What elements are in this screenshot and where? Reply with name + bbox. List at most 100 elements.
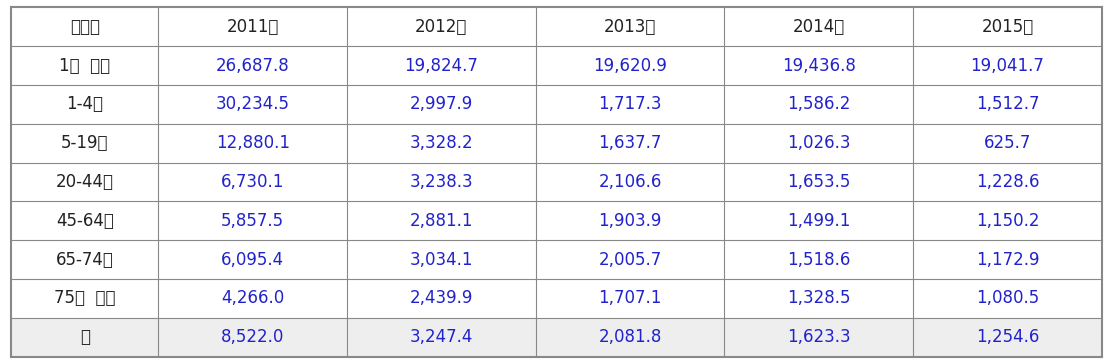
Text: 1세  미만: 1세 미만 xyxy=(59,56,110,75)
Bar xyxy=(535,201,725,240)
Bar xyxy=(347,163,535,201)
Text: 65-74세: 65-74세 xyxy=(56,251,114,269)
Text: 19,824.7: 19,824.7 xyxy=(404,56,479,75)
Text: 2,881.1: 2,881.1 xyxy=(410,212,473,230)
Bar xyxy=(725,124,913,163)
Bar xyxy=(725,163,913,201)
Text: 1,254.6: 1,254.6 xyxy=(976,328,1040,346)
Bar xyxy=(11,163,158,201)
Text: 12,880.1: 12,880.1 xyxy=(216,134,289,152)
Text: 5-19세: 5-19세 xyxy=(61,134,108,152)
Text: 1,328.5: 1,328.5 xyxy=(787,289,850,308)
Bar xyxy=(913,318,1102,357)
Text: 1-4세: 1-4세 xyxy=(67,95,104,113)
Text: 3,034.1: 3,034.1 xyxy=(410,251,473,269)
Bar xyxy=(11,7,158,46)
Bar xyxy=(913,201,1102,240)
Bar xyxy=(158,7,347,46)
Bar xyxy=(535,163,725,201)
Bar xyxy=(913,124,1102,163)
Text: 30,234.5: 30,234.5 xyxy=(216,95,289,113)
Text: 45-64세: 45-64세 xyxy=(56,212,114,230)
Bar xyxy=(725,7,913,46)
Bar xyxy=(535,279,725,318)
Bar xyxy=(535,124,725,163)
Text: 19,620.9: 19,620.9 xyxy=(593,56,667,75)
Text: 1,150.2: 1,150.2 xyxy=(976,212,1040,230)
Bar xyxy=(158,85,347,124)
Bar xyxy=(913,240,1102,279)
Text: 19,436.8: 19,436.8 xyxy=(782,56,856,75)
Text: 2011년: 2011년 xyxy=(227,18,279,36)
Bar xyxy=(913,46,1102,85)
Text: 1,499.1: 1,499.1 xyxy=(787,212,850,230)
Text: 2015년: 2015년 xyxy=(982,18,1034,36)
Bar xyxy=(11,85,158,124)
Text: 8,522.0: 8,522.0 xyxy=(221,328,285,346)
Text: 2,997.9: 2,997.9 xyxy=(410,95,473,113)
Text: 1,080.5: 1,080.5 xyxy=(976,289,1040,308)
Text: 20-44세: 20-44세 xyxy=(56,173,114,191)
Bar xyxy=(158,318,347,357)
Text: 2,106.6: 2,106.6 xyxy=(599,173,662,191)
Text: 1,228.6: 1,228.6 xyxy=(976,173,1040,191)
Text: 3,247.4: 3,247.4 xyxy=(410,328,473,346)
Text: 1,586.2: 1,586.2 xyxy=(787,95,850,113)
Text: 5,857.5: 5,857.5 xyxy=(221,212,284,230)
Text: 3,238.3: 3,238.3 xyxy=(410,173,473,191)
Text: 2014년: 2014년 xyxy=(792,18,845,36)
Bar xyxy=(158,46,347,85)
Text: 1,717.3: 1,717.3 xyxy=(599,95,662,113)
Text: 2,081.8: 2,081.8 xyxy=(599,328,662,346)
Text: 625.7: 625.7 xyxy=(984,134,1032,152)
Bar xyxy=(158,279,347,318)
Bar xyxy=(535,318,725,357)
Bar xyxy=(347,279,535,318)
Text: 2,439.9: 2,439.9 xyxy=(410,289,473,308)
Bar xyxy=(347,201,535,240)
Text: 1,172.9: 1,172.9 xyxy=(976,251,1040,269)
Text: 3,328.2: 3,328.2 xyxy=(410,134,473,152)
Bar xyxy=(535,46,725,85)
Text: 1,707.1: 1,707.1 xyxy=(599,289,662,308)
Bar xyxy=(11,318,158,357)
Bar xyxy=(347,46,535,85)
Bar xyxy=(158,201,347,240)
Bar xyxy=(347,240,535,279)
Bar xyxy=(347,318,535,357)
Bar xyxy=(158,240,347,279)
Text: 4,266.0: 4,266.0 xyxy=(221,289,284,308)
Bar xyxy=(725,279,913,318)
Text: 연령대: 연령대 xyxy=(70,18,100,36)
Bar xyxy=(347,85,535,124)
Bar xyxy=(11,240,158,279)
Bar xyxy=(725,201,913,240)
Bar xyxy=(11,124,158,163)
Bar xyxy=(347,7,535,46)
Text: 1,512.7: 1,512.7 xyxy=(976,95,1040,113)
Bar xyxy=(725,240,913,279)
Bar xyxy=(913,7,1102,46)
Bar xyxy=(11,46,158,85)
Bar xyxy=(913,279,1102,318)
Text: 26,687.8: 26,687.8 xyxy=(216,56,289,75)
Text: 1,903.9: 1,903.9 xyxy=(599,212,662,230)
Bar xyxy=(535,7,725,46)
Bar xyxy=(158,163,347,201)
Bar xyxy=(913,85,1102,124)
Text: 1,623.3: 1,623.3 xyxy=(787,328,850,346)
Bar xyxy=(725,46,913,85)
Bar xyxy=(11,279,158,318)
Text: 1,637.7: 1,637.7 xyxy=(599,134,662,152)
Text: 1,026.3: 1,026.3 xyxy=(787,134,850,152)
Text: 6,730.1: 6,730.1 xyxy=(221,173,285,191)
Bar xyxy=(158,124,347,163)
Bar xyxy=(535,85,725,124)
Bar xyxy=(347,124,535,163)
Bar xyxy=(535,240,725,279)
Text: 2012년: 2012년 xyxy=(415,18,467,36)
Text: 19,041.7: 19,041.7 xyxy=(971,56,1044,75)
Bar xyxy=(725,85,913,124)
Text: 계: 계 xyxy=(80,328,90,346)
Text: 2013년: 2013년 xyxy=(604,18,657,36)
